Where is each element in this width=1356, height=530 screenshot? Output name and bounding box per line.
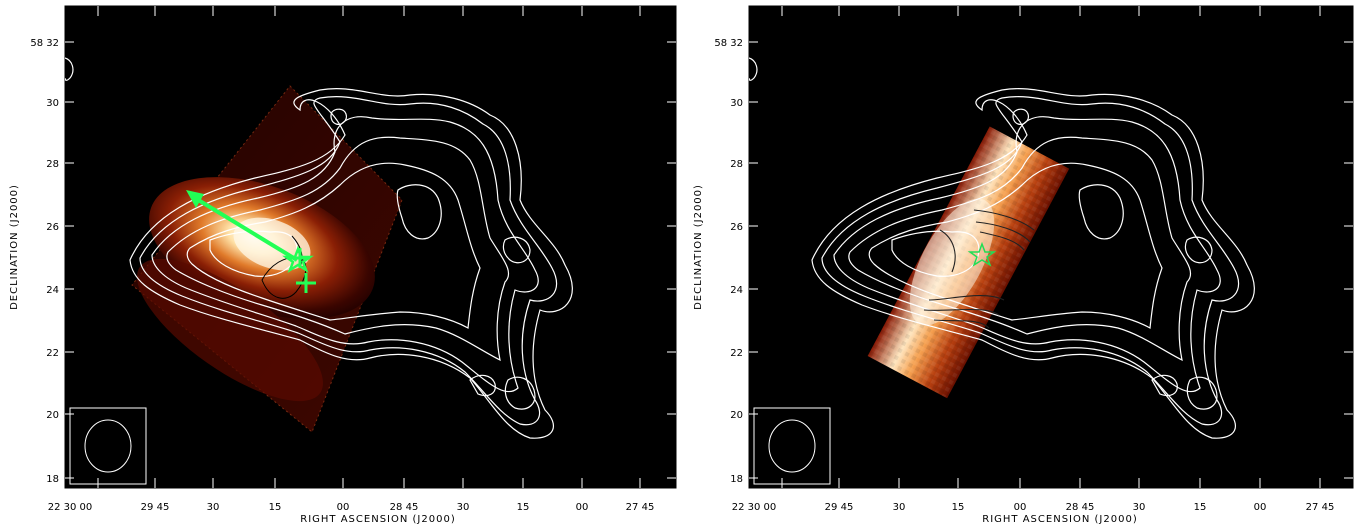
- dec-tick-label: 26: [730, 222, 743, 233]
- dec-tick-label: 24: [730, 285, 743, 296]
- dec-tick-label: 18: [46, 474, 59, 485]
- ra-ticks: [97, 6, 641, 488]
- ra-tick-label: 29 45: [825, 502, 854, 513]
- radio-contours: [749, 57, 1255, 439]
- ra-tick-label: 00: [1254, 502, 1267, 513]
- radio-contours: [65, 57, 573, 439]
- ra-tick-label: 00: [1014, 502, 1027, 513]
- ra-tick-label: 28 45: [1066, 502, 1095, 513]
- dec-tick-label: 28: [46, 159, 59, 170]
- left-sky-map-svg: 58 32 30 28 26 24 22 20 18 22 30 00 29 4…: [9, 5, 677, 525]
- beam-inset-box: [753, 407, 831, 485]
- ra-ticks: [781, 6, 1321, 488]
- right-sky-map-panel: 58 32 30 28 26 24 22 20 18 22 30 00 29 4…: [684, 0, 1356, 526]
- cross-marker-2: [296, 273, 316, 293]
- ra-tick-label: 30: [457, 502, 470, 513]
- left-sky-map-panel: 58 32 30 28 26 24 22 20 18 22 30 00 29 4…: [0, 0, 678, 526]
- y-axis-title: DECLINATION (J2000): [9, 184, 20, 310]
- ra-tick-label: 15: [269, 502, 282, 513]
- ra-tick-label: 15: [1194, 502, 1207, 513]
- ra-tick-label: 29 45: [141, 502, 170, 513]
- beam-ellipse: [768, 419, 816, 473]
- ra-tick-label: 15: [952, 502, 965, 513]
- y-axis-title: DECLINATION (J2000): [693, 184, 704, 310]
- dec-tick-label: 24: [46, 285, 59, 296]
- dec-tick-label: 20: [730, 410, 743, 421]
- dec-tick-label: 26: [46, 222, 59, 233]
- ra-tick-label: 00: [337, 502, 350, 513]
- ra-tick-label: 27 45: [1306, 502, 1335, 513]
- dec-tick-label: 22: [730, 348, 743, 359]
- plot-frame: [748, 5, 1354, 489]
- ra-tick-label: 30: [893, 502, 906, 513]
- emission-lower: [137, 258, 323, 402]
- dec-ticks: [749, 41, 1353, 479]
- dec-tick-label: 30: [46, 98, 59, 109]
- ra-tick-label: 30: [1133, 502, 1146, 513]
- dec-tick-label: 30: [730, 98, 743, 109]
- dec-tick-label: 28: [730, 159, 743, 170]
- beam-ellipse: [84, 419, 132, 473]
- dec-tick-label: 58 32: [714, 38, 743, 49]
- ra-tick-label: 00: [576, 502, 589, 513]
- outflow-arrow: [186, 190, 299, 262]
- dec-tick-label: 22: [46, 348, 59, 359]
- dark-contours: [923, 209, 1035, 329]
- dec-tick-label: 18: [730, 474, 743, 485]
- dec-tick-label: 20: [46, 410, 59, 421]
- dec-ticks: [65, 41, 676, 479]
- ra-tick-label: 15: [517, 502, 530, 513]
- dec-tick-label: 58 32: [30, 38, 59, 49]
- ra-tick-label: 27 45: [626, 502, 655, 513]
- ra-tick-label: 22 30 00: [48, 502, 93, 513]
- ra-tick-label: 30: [207, 502, 220, 513]
- right-sky-map-svg: 58 32 30 28 26 24 22 20 18 22 30 00 29 4…: [693, 5, 1354, 525]
- x-axis-title: RIGHT ASCENSION (J2000): [982, 514, 1137, 525]
- x-axis-title: RIGHT ASCENSION (J2000): [300, 514, 455, 525]
- ra-tick-label: 28 45: [390, 502, 419, 513]
- ra-tick-label: 22 30 00: [732, 502, 777, 513]
- beam-inset-box: [69, 407, 147, 485]
- star-marker: [967, 241, 997, 267]
- cross-marker-1: [290, 248, 310, 268]
